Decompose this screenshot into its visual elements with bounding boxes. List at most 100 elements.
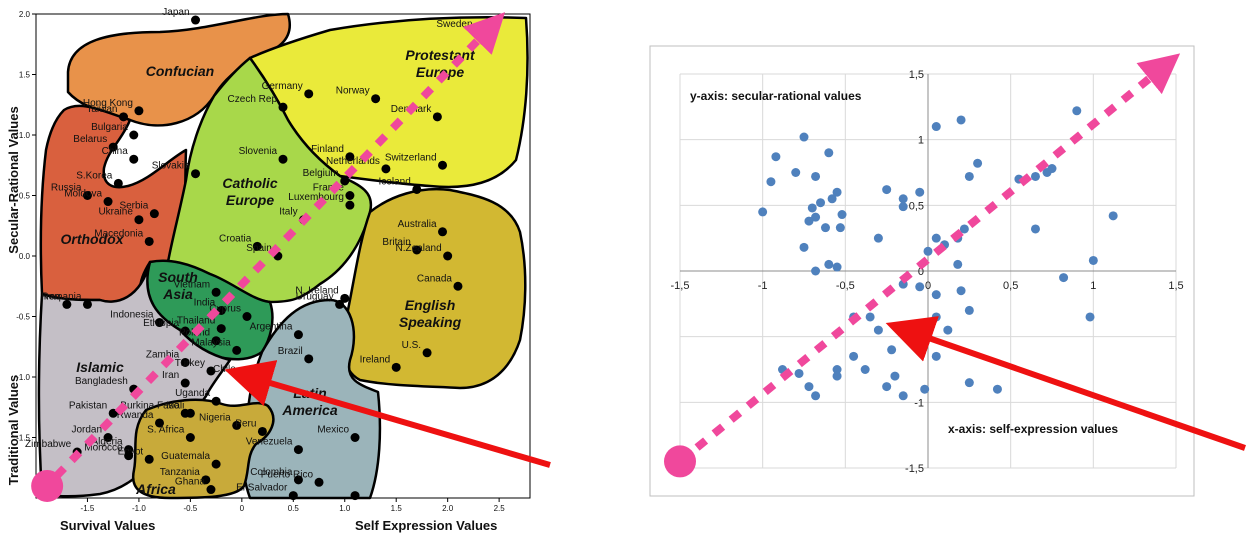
country-label: Ukraine xyxy=(98,207,133,218)
country-label: Belgium xyxy=(303,168,339,179)
region-label: Catholic xyxy=(222,175,277,191)
country-point xyxy=(412,245,422,255)
country-point xyxy=(103,433,113,442)
country-point xyxy=(345,152,355,162)
country-point xyxy=(155,418,164,428)
x-tick-label: 0 xyxy=(925,280,931,292)
data-point xyxy=(794,368,804,378)
country-label: Australia xyxy=(398,219,437,230)
data-point xyxy=(865,312,875,322)
country-point xyxy=(453,281,463,291)
country-label: Jordan xyxy=(71,425,102,436)
data-point xyxy=(827,194,837,204)
country-label: Venezuela xyxy=(246,437,293,448)
data-point xyxy=(931,290,941,300)
country-point xyxy=(293,445,303,455)
country-label: Iran xyxy=(162,370,179,381)
data-point xyxy=(804,216,814,226)
trend-arrow xyxy=(677,53,1181,465)
country-label: Japan xyxy=(162,7,189,18)
x-tick-label: -0,5 xyxy=(836,280,855,292)
country-label: Morocco xyxy=(84,443,123,454)
region-label: Europe xyxy=(416,64,464,80)
country-label: Zimbabwe xyxy=(25,439,72,450)
data-point xyxy=(931,233,941,243)
region-label: English xyxy=(405,297,456,313)
country-point xyxy=(180,378,190,388)
country-point xyxy=(103,197,113,207)
country-label: Uruguay xyxy=(296,291,334,302)
x-tick-label: 1.0 xyxy=(339,504,351,513)
country-label: Finland xyxy=(311,144,344,155)
data-point xyxy=(832,365,842,374)
country-label: Indonesia xyxy=(110,310,154,321)
country-point xyxy=(211,459,221,469)
country-label: Sweden xyxy=(436,19,472,30)
data-point xyxy=(964,378,974,388)
x-tick-label: -1.5 xyxy=(81,504,95,513)
region-labels: ConfucianProtestantEuropeOrthodoxCatholi… xyxy=(61,47,476,497)
country-label: U.S. xyxy=(402,340,421,351)
data-point xyxy=(811,266,821,276)
x-label-left: Survival Values xyxy=(60,518,155,533)
x-tick-label: 0,5 xyxy=(1003,280,1018,292)
country-label: Rwanda xyxy=(117,410,154,421)
country-point xyxy=(129,154,139,164)
data-point xyxy=(1088,255,1098,265)
data-point xyxy=(799,132,809,142)
data-point xyxy=(920,384,930,394)
data-point xyxy=(820,223,830,233)
trend-origin-dot xyxy=(31,469,64,502)
data-point xyxy=(923,246,933,256)
country-point xyxy=(293,475,303,485)
country-label: Burkina Faso xyxy=(120,400,179,411)
country-label: Guatemala xyxy=(161,451,210,462)
data-point xyxy=(807,203,817,213)
data-point xyxy=(1108,211,1118,221)
country-point xyxy=(345,200,355,210)
y-label-top: Secular-Rational Values xyxy=(6,106,21,253)
country-label: Luxembourg xyxy=(288,192,344,203)
x-tick-label: 1 xyxy=(1090,280,1096,292)
country-label: Bangladesh xyxy=(75,376,128,387)
country-label: N. Ireland xyxy=(295,285,338,296)
data-point xyxy=(1085,312,1095,322)
country-point xyxy=(201,475,211,485)
country-label: Slovenia xyxy=(239,146,278,157)
country-point xyxy=(412,184,422,194)
data-point xyxy=(964,171,974,181)
y-tick-label: 0,5 xyxy=(909,200,924,212)
region-label: Confucian xyxy=(146,63,214,79)
country-label: Malaysia xyxy=(191,337,231,348)
country-label: Iceland xyxy=(379,176,411,187)
region-label: America xyxy=(281,402,337,418)
country-point xyxy=(134,215,144,225)
country-point xyxy=(242,312,252,321)
country-point xyxy=(124,451,134,461)
country-label: Pakistan xyxy=(69,400,107,411)
country-point xyxy=(232,420,242,430)
country-label: Cyprus xyxy=(209,304,241,315)
y-label-bottom: Traditional Values xyxy=(6,375,21,486)
country-label: Czech Rep xyxy=(228,94,278,105)
country-point xyxy=(340,293,350,303)
region-label: Speaking xyxy=(399,314,462,330)
y-tick-label: 1,5 xyxy=(909,69,924,81)
country-point xyxy=(288,491,298,501)
data-point xyxy=(873,325,883,335)
country-label: Bulgaria xyxy=(91,122,128,133)
data-point xyxy=(1059,273,1069,283)
data-point xyxy=(804,382,814,392)
y-tick-label: -1.5 xyxy=(16,434,30,443)
y-tick-label: -1 xyxy=(914,397,924,409)
data-point xyxy=(964,305,974,315)
country-label: Macedonia xyxy=(94,228,143,239)
data-point xyxy=(832,371,842,381)
country-point xyxy=(278,154,288,164)
country-label: Turkey xyxy=(175,358,205,369)
region-label: South xyxy=(158,269,198,285)
country-point xyxy=(432,112,442,122)
region-label: Asia xyxy=(162,286,193,302)
y-tick-label: 2.0 xyxy=(19,10,31,19)
data-point xyxy=(799,242,809,252)
